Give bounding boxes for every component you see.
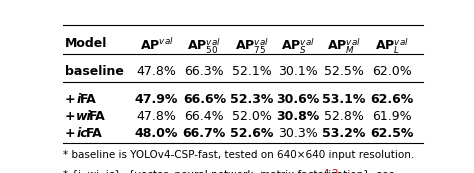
- Text: AP$^{val}_{M}$: AP$^{val}_{M}$: [327, 37, 361, 56]
- Text: 66.4%: 66.4%: [184, 110, 224, 123]
- Text: AP$^{val}$: AP$^{val}$: [140, 37, 173, 53]
- Text: FA: FA: [85, 127, 102, 140]
- Text: 47.8%: 47.8%: [137, 65, 176, 78]
- Text: 61.9%: 61.9%: [372, 110, 411, 123]
- Text: 30.1%: 30.1%: [278, 65, 318, 78]
- Text: 30.8%: 30.8%: [276, 110, 319, 123]
- Text: 47.9%: 47.9%: [135, 93, 178, 106]
- Text: 52.3%: 52.3%: [230, 93, 274, 106]
- Text: 30.3%: 30.3%: [278, 127, 318, 140]
- Text: 52.1%: 52.1%: [232, 65, 272, 78]
- Text: 48.0%: 48.0%: [135, 127, 178, 140]
- Text: 62.6%: 62.6%: [370, 93, 413, 106]
- Text: 52.0%: 52.0%: [232, 110, 272, 123]
- Text: AP$^{val}_{75}$: AP$^{val}_{75}$: [235, 37, 269, 56]
- Text: FA: FA: [80, 93, 96, 106]
- Text: ic: ic: [76, 127, 88, 140]
- Text: AP$^{val}_{S}$: AP$^{val}_{S}$: [281, 37, 315, 56]
- Text: * baseline is YOLOv4-CSP-fast, tested on 640×640 input resolution.: * baseline is YOLOv4-CSP-fast, tested on…: [63, 150, 414, 160]
- Text: 62.0%: 62.0%: [372, 65, 411, 78]
- Text: 52.5%: 52.5%: [324, 65, 364, 78]
- Text: 53.2%: 53.2%: [322, 127, 365, 140]
- Text: 66.6%: 66.6%: [183, 93, 226, 106]
- Text: +: +: [65, 127, 80, 140]
- Text: 66.3%: 66.3%: [184, 65, 224, 78]
- Text: 52.6%: 52.6%: [230, 127, 274, 140]
- Text: AP$^{val}_{50}$: AP$^{val}_{50}$: [187, 37, 221, 56]
- Text: 4.2.: 4.2.: [322, 169, 343, 173]
- Text: * {i, wi, ic}: {vector, neural network, matrix factorization}, see: * {i, wi, ic}: {vector, neural network, …: [63, 169, 398, 173]
- Text: +: +: [65, 110, 80, 123]
- Text: 52.8%: 52.8%: [324, 110, 364, 123]
- Text: FA: FA: [89, 110, 105, 123]
- Text: 66.7%: 66.7%: [183, 127, 226, 140]
- Text: Model: Model: [65, 37, 107, 50]
- Text: i: i: [76, 93, 81, 106]
- Text: wi: wi: [76, 110, 92, 123]
- Text: baseline: baseline: [65, 65, 124, 78]
- Text: AP$^{val}_{L}$: AP$^{val}_{L}$: [375, 37, 409, 56]
- Text: 30.6%: 30.6%: [276, 93, 319, 106]
- Text: 47.8%: 47.8%: [137, 110, 176, 123]
- Text: 53.1%: 53.1%: [322, 93, 365, 106]
- Text: 62.5%: 62.5%: [370, 127, 413, 140]
- Text: +: +: [65, 93, 80, 106]
